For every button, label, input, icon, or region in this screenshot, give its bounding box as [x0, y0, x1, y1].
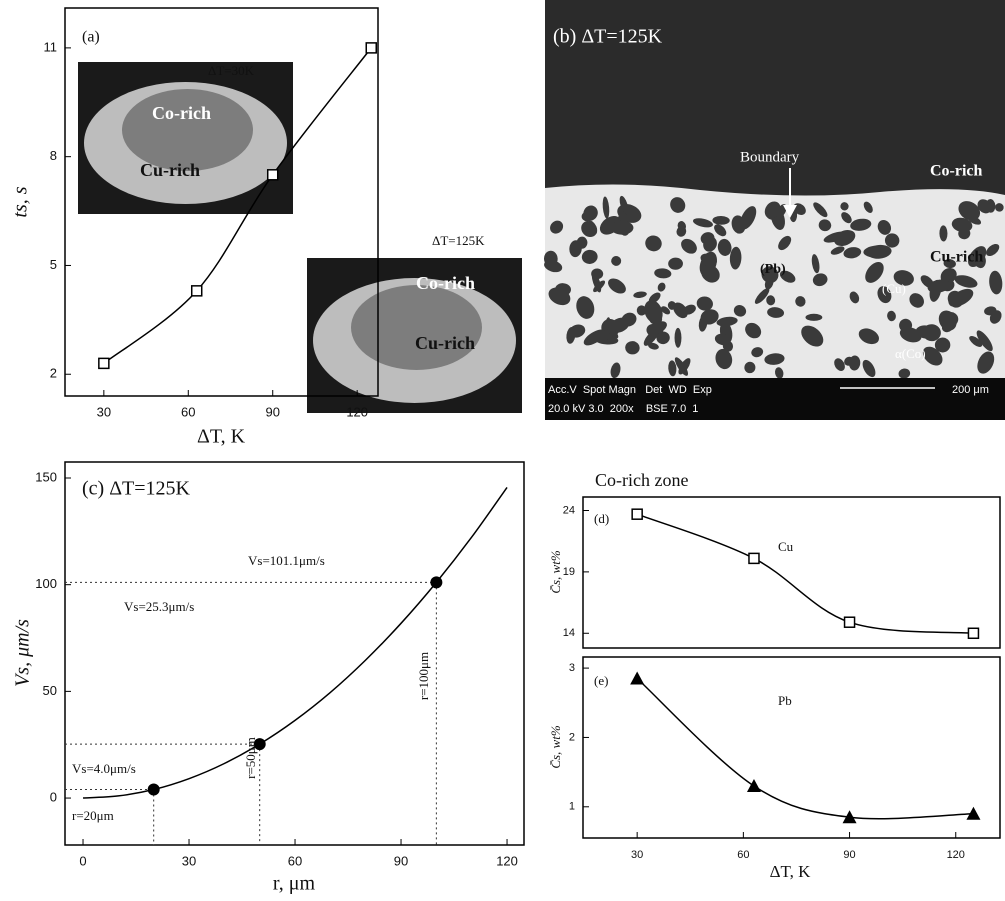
y-tick-label: 3 [569, 662, 575, 674]
sem-image [543, 0, 1005, 420]
annotation: Vs=101.1μm/s [248, 553, 325, 568]
point [845, 617, 855, 627]
dendrite [805, 314, 822, 321]
point [747, 779, 761, 792]
annotation: r=50μm [243, 737, 258, 779]
annotation: r=20μm [72, 808, 114, 823]
y-tick-label: 14 [563, 627, 575, 639]
y-tick-label: 100 [35, 576, 57, 591]
chart-title: Co-rich zone [595, 470, 688, 490]
y-tick-label: 11 [44, 39, 58, 54]
curve [83, 487, 507, 798]
y-tick-label: 19 [563, 566, 575, 578]
annotation: ΔT=125K [432, 233, 485, 248]
annotation: α(Co) [895, 346, 926, 361]
annotation: Vs=25.3μm/s [124, 599, 194, 614]
point [192, 286, 202, 296]
x-tick-label: 30 [182, 853, 196, 868]
plot-frame [65, 462, 524, 845]
panel-label: (e) [594, 673, 608, 688]
y-tick-label: 8 [50, 148, 57, 163]
point [632, 509, 642, 519]
annotation: ΔT=30K [208, 63, 255, 78]
x-tick-label: 120 [496, 853, 518, 868]
point [148, 784, 160, 796]
x-tick-label: 90 [843, 849, 855, 861]
scale-label: 200 μm [952, 384, 989, 396]
y-tick-label: 2 [50, 366, 57, 381]
panel-label: (b) ΔT=125K [553, 26, 663, 48]
y-axis-label: ts, s [10, 186, 32, 217]
y-tick-label: 2 [569, 731, 575, 743]
y-axis-label: Vs, μm/s [12, 619, 34, 687]
x-tick-label: 30 [97, 404, 111, 419]
info-header: Acc.V Spot Magn Det WD Exp [548, 384, 712, 396]
point [749, 553, 759, 563]
annotation: Boundary [740, 149, 800, 165]
x-tick-label: 60 [181, 404, 195, 419]
annotation: Cu-rich [415, 333, 475, 353]
x-tick-label: 60 [737, 849, 749, 861]
y-axis-label: C̄s, wt% [548, 725, 563, 769]
annotation: (Pb) [760, 262, 786, 277]
annotation: Cu-rich [140, 160, 200, 180]
annotation: Vs=4.0μm/s [72, 761, 136, 776]
point [99, 358, 109, 368]
annotation: Co-rich [152, 103, 211, 123]
y-tick-label: 1 [569, 801, 575, 813]
annotation: Cu [778, 539, 794, 554]
x-tick-label: 90 [394, 853, 408, 868]
curve [637, 678, 973, 818]
y-tick-label: 150 [35, 469, 57, 484]
figure: (b) ΔT=125K Boundary Co-rich Cu-rich (Pb… [0, 0, 1005, 901]
x-tick-label: 60 [288, 853, 302, 868]
plot-frame [583, 657, 1000, 838]
panel-label: (d) [594, 511, 609, 526]
annotation: Cu-rich [930, 249, 983, 266]
x-tick-label: 120 [346, 404, 368, 419]
inset-core [351, 285, 482, 370]
annotation: r=100μm [416, 652, 431, 700]
annotation: Co-rich [930, 163, 983, 180]
annotation: (Cu) [882, 281, 906, 296]
y-tick-label: 24 [563, 504, 575, 516]
y-tick-label: 5 [50, 257, 57, 272]
x-tick-label: 30 [631, 849, 643, 861]
y-axis-label: C̄s, wt% [548, 550, 563, 594]
x-axis-label: r, μm [273, 873, 316, 895]
x-tick-label: 90 [265, 404, 279, 419]
panel-label: (c) ΔT=125K [82, 478, 191, 500]
inset-core [122, 89, 253, 171]
curve [637, 514, 973, 633]
x-axis-label: ΔT, K [770, 862, 812, 881]
x-tick-label: 0 [79, 853, 86, 868]
x-tick-label: 120 [947, 849, 965, 861]
point [968, 628, 978, 638]
y-tick-label: 50 [43, 683, 57, 698]
x-axis-label: ΔT, K [197, 426, 246, 448]
info-values: 20.0 kV 3.0 200x BSE 7.0 1 [548, 403, 698, 415]
point [366, 43, 376, 53]
annotation: Pb [778, 693, 792, 708]
point [268, 170, 278, 180]
point [630, 671, 644, 684]
point [430, 576, 442, 588]
panel-label: (a) [82, 29, 100, 46]
annotation: Co-rich [416, 273, 475, 293]
y-tick-label: 0 [50, 789, 57, 804]
plot-frame [583, 497, 1000, 648]
